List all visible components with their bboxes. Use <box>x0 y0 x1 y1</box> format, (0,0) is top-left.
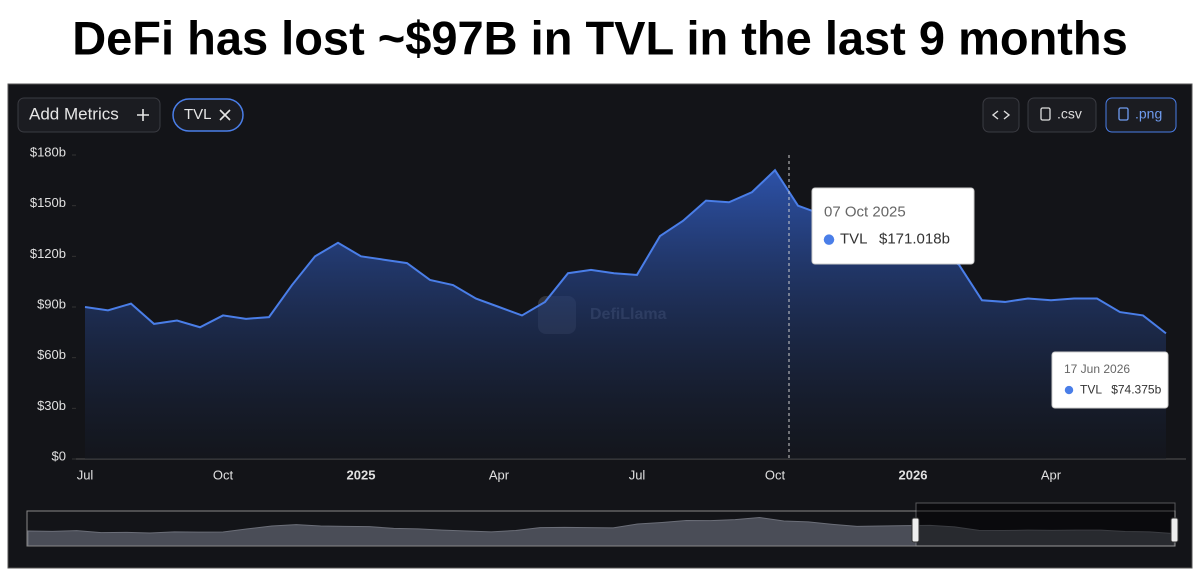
metric-chip[interactable] <box>172 98 244 132</box>
x-tick-label: Oct <box>213 467 234 482</box>
csv-button[interactable] <box>1027 97 1097 133</box>
x-tick-label: Apr <box>1041 467 1062 482</box>
png-icon <box>1118 107 1129 121</box>
png-label: .png <box>1135 106 1162 122</box>
tooltip-date: 07 Oct 2025 <box>824 203 906 220</box>
embed-button[interactable] <box>982 97 1020 133</box>
navigator-area <box>27 516 1175 547</box>
x-tick-label: Apr <box>489 467 510 482</box>
close-icon[interactable] <box>219 109 231 121</box>
y-tick-label: $90b <box>37 296 66 311</box>
tooltip-dot <box>823 234 835 245</box>
x-tick-label: Jul <box>629 467 646 482</box>
tooltip-date: 17 Jun 2026 <box>1064 362 1130 376</box>
png-button[interactable] <box>1105 97 1177 133</box>
navigator-handle <box>1170 517 1179 543</box>
navigator-selection <box>915 502 1176 547</box>
csv-icon <box>1040 107 1051 121</box>
x-tick-label: 2025 <box>347 467 376 482</box>
code-icon <box>991 110 1011 120</box>
tooltip-dot <box>1064 385 1074 395</box>
y-tick-label: $0 <box>52 448 66 463</box>
tooltip-series: TVL <box>1080 382 1102 396</box>
y-tick-label: $30b <box>37 398 66 413</box>
x-tick-label: Oct <box>765 467 786 482</box>
area <box>85 170 1166 459</box>
metric-chip-label: TVL <box>184 106 212 123</box>
chart-title: DeFi has lost ~$97B in TVL in the last 9… <box>72 11 1128 64</box>
x-tick-label: 2026 <box>899 467 928 482</box>
y-tick-label: $60b <box>37 347 66 362</box>
line <box>84 168 1167 335</box>
navigator-handle <box>911 517 920 543</box>
y-tick-label: $120b <box>30 246 66 261</box>
plus-icon <box>137 109 149 121</box>
add-metrics-label: Add Metrics <box>29 104 119 123</box>
tooltip-series: TVL <box>840 231 868 248</box>
tooltip-value: $171.018b <box>879 231 950 248</box>
tooltip <box>1051 351 1169 409</box>
y-tick-label: $150b <box>30 195 66 210</box>
add-metrics-button[interactable] <box>17 97 161 133</box>
tooltip <box>811 187 975 265</box>
x-tick-label: Jul <box>77 467 94 482</box>
y-tick-label: $180b <box>30 144 66 159</box>
tooltip-value: $74.375b <box>1111 382 1161 396</box>
csv-label: .csv <box>1057 106 1082 122</box>
